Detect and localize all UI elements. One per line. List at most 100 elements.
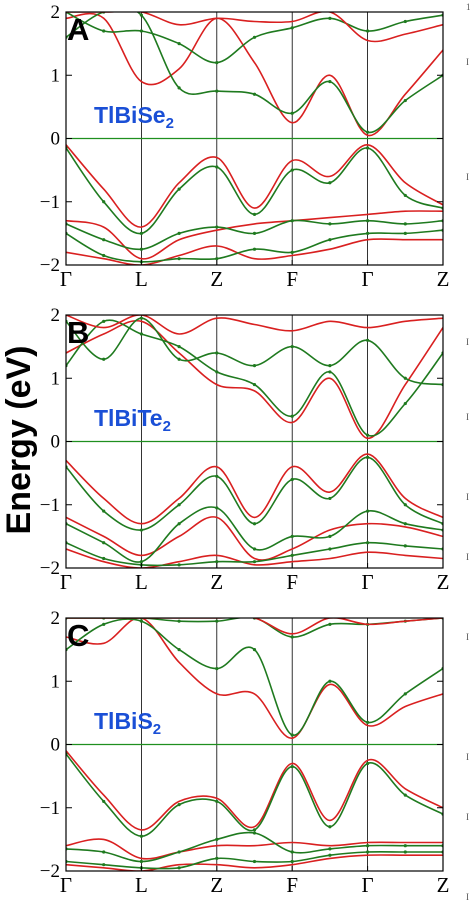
band-point — [177, 563, 181, 567]
band-point — [252, 212, 257, 216]
x-tick-label: F — [286, 873, 298, 897]
band-point — [403, 844, 407, 848]
band-red-4 — [66, 453, 443, 525]
band-point — [215, 61, 219, 65]
band-point — [328, 79, 332, 84]
band-point — [290, 534, 294, 538]
x-tick-label: L — [135, 570, 148, 594]
compound-label: TlBiS2 — [94, 708, 161, 738]
y-tick-label: 1 — [51, 65, 61, 86]
edge-fragment: I — [466, 752, 469, 762]
band-point — [177, 866, 181, 870]
edge-fragment: I — [466, 57, 469, 67]
band-point — [139, 859, 143, 864]
band-point — [328, 181, 332, 185]
band-red-8 — [66, 238, 443, 265]
band-point — [177, 257, 181, 261]
right-edge-fragments: 1 I I I I I I I I I I — [466, 2, 471, 902]
band-point — [252, 231, 257, 235]
band-point — [366, 720, 370, 724]
band-point — [102, 541, 106, 545]
band-point — [366, 231, 370, 235]
x-tick-label: F — [286, 267, 298, 291]
band-green-7 — [66, 831, 443, 863]
band-green-5 — [66, 753, 443, 838]
band-point — [252, 648, 257, 652]
y-tick-label: 0 — [51, 735, 61, 756]
y-tick-label: 2 — [51, 305, 61, 326]
y-tick-label: −1 — [40, 192, 60, 213]
band-point — [328, 370, 332, 374]
panel-letter: B — [67, 315, 89, 350]
band-red-0 — [66, 12, 443, 137]
band-point — [290, 345, 294, 349]
band-point — [328, 853, 332, 857]
x-tick-label: Z — [437, 873, 450, 897]
band-point — [403, 522, 407, 526]
band-point — [215, 165, 219, 169]
band-red-4 — [66, 143, 443, 228]
band-point — [102, 319, 106, 323]
x-tick-label: Z — [437, 570, 450, 594]
edge-fragment: 1 — [466, 2, 471, 12]
band-point — [252, 382, 257, 387]
band-point — [328, 364, 332, 368]
y-axis-label: Energy (eV) — [0, 346, 38, 535]
band-point — [290, 414, 294, 418]
panel-C: −2 −1 0 1 2 Γ L Z F Γ Z C TlBiS2 — [40, 608, 450, 897]
edge-fragment: I — [466, 632, 469, 642]
band-point — [252, 522, 257, 526]
band-green-5 — [66, 456, 443, 531]
band-point — [252, 828, 257, 832]
band-point — [290, 477, 294, 482]
band-point — [102, 29, 106, 33]
band-point — [102, 850, 106, 854]
band-point — [139, 560, 143, 564]
compound-label: TlBiSe2 — [94, 102, 174, 132]
band-point — [290, 168, 294, 172]
band-point — [177, 619, 181, 623]
band-point — [366, 844, 370, 848]
band-point — [102, 253, 106, 258]
band-point — [403, 98, 407, 103]
band-point — [403, 401, 407, 406]
band-point — [366, 219, 370, 223]
band-point — [290, 219, 294, 223]
band-point — [215, 560, 219, 564]
x-tick-label: Γ — [60, 267, 72, 291]
band-point — [215, 474, 219, 478]
band-green-1 — [66, 618, 443, 736]
band-point — [252, 831, 257, 835]
edge-fragment: I — [466, 812, 469, 822]
edge-fragment: I — [466, 172, 469, 182]
band-point — [139, 231, 143, 235]
band-point — [102, 509, 106, 513]
x-tick-label: Γ — [362, 873, 374, 897]
x-tick-label: L — [135, 267, 148, 291]
band-point — [328, 825, 332, 829]
panels: −2 −1 0 1 2 Γ L Z F Γ Z A TlBiSe2 −2 −1 0 1 2 Γ L Z F Γ Z B TlBiT… — [40, 2, 450, 897]
band-point — [102, 556, 106, 561]
edge-fragment: I — [466, 552, 469, 562]
x-tick-label: Z — [210, 267, 223, 291]
band-point — [215, 89, 219, 93]
y-tick-label: −1 — [40, 495, 60, 516]
band-point — [366, 541, 370, 545]
band-point — [403, 850, 407, 854]
x-tick-label: Γ — [362, 267, 374, 291]
band-green-2 — [66, 317, 443, 386]
band-point — [366, 29, 370, 33]
band-red-6 — [66, 210, 443, 260]
band-point — [102, 622, 106, 626]
band-point — [139, 13, 143, 17]
y-tick-label: −2 — [40, 861, 60, 882]
x-tick-label: F — [286, 570, 298, 594]
band-point — [215, 506, 219, 510]
panel-letter: A — [67, 12, 89, 47]
band-point — [290, 635, 294, 639]
edge-fragment: I — [466, 892, 469, 902]
band-point — [366, 509, 370, 513]
band-point — [252, 859, 257, 864]
x-tick-label: Γ — [362, 570, 374, 594]
